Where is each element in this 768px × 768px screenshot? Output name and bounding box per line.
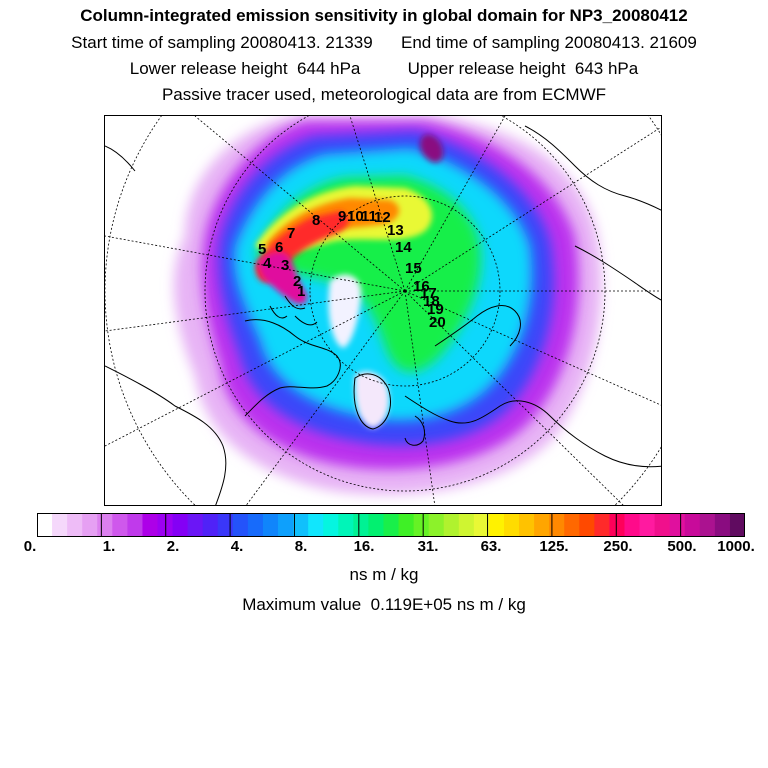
colorbar-swatch: [443, 513, 460, 537]
sensitivity-map: 1 2 3 4 5 6 7 8 9 10 11 12 13 14 15 16 1…: [104, 115, 662, 506]
colorbar-swatch: [594, 513, 611, 537]
colorbar-swatch: [654, 513, 671, 537]
colorbar-swatch: [293, 513, 309, 537]
colorbar-swatch: [549, 513, 565, 537]
colorbar-swatch: [639, 513, 656, 537]
colorbar-swatch: [519, 513, 535, 537]
colorbar-swatch: [699, 513, 716, 537]
colorbar-tick-0: 0.: [23, 538, 37, 555]
colorbar-swatch: [338, 513, 354, 537]
coastlines: [105, 125, 661, 505]
point-label-19: 19: [427, 301, 444, 318]
point-label-14: 14: [395, 239, 412, 256]
maximum-value-text: Maximum value 0.119E+05 ns m / kg: [242, 595, 526, 614]
map-canvas: 1 2 3 4 5 6 7 8 9 10 11 12 13 14 15 16 1…: [105, 116, 661, 505]
point-label-3: 3: [281, 257, 289, 274]
colorbar-swatch: [383, 513, 400, 537]
tracer-info-line: Passive tracer used, meteorological data…: [161, 85, 607, 104]
point-label-2: 2: [293, 273, 301, 290]
arctic-gap: [328, 274, 362, 348]
point-label-6: 6: [275, 239, 283, 256]
colorbar-swatch: [172, 513, 189, 537]
colorbar-swatch: [217, 513, 234, 537]
point-label-8: 8: [312, 212, 320, 229]
trajectory-labels: 1 2 3 4 5 6 7 8 9 10 11 12 13 14 15 16 1…: [258, 208, 446, 331]
point-label-9: 9: [338, 208, 346, 225]
colorbar-tick-2: 2.: [166, 538, 180, 555]
colorbar-swatch: [534, 513, 550, 537]
plot-title: Column-integrated emission sensitivity i…: [80, 6, 688, 25]
colorbar-swatch: [142, 513, 159, 537]
colorbar-tick-3: 4.: [230, 538, 244, 555]
graticule: [105, 116, 661, 505]
colorbar-swatch: [503, 513, 520, 537]
colorbar-tick-9: 250.: [603, 538, 633, 555]
colorbar-swatch: [624, 513, 641, 537]
colorbar-swatch: [714, 513, 731, 537]
point-label-5: 5: [258, 241, 266, 258]
sensitivity-field-top-hotspot: [420, 134, 444, 163]
colorbar-swatch: [729, 513, 746, 537]
colorbar-swatch: [353, 513, 369, 537]
colorbar-swatch: [67, 513, 83, 537]
colorbar-swatch: [82, 513, 98, 537]
point-label-7: 7: [287, 225, 295, 242]
colorbar-swatch: [428, 513, 445, 537]
colorbar-border: [37, 513, 745, 537]
point-label-15: 15: [405, 260, 422, 277]
colorbar-swatch: [127, 513, 144, 537]
colorbar-swatch: [684, 513, 701, 537]
sensitivity-field-magenta: [257, 251, 308, 305]
colorbar-unit: ns m / kg: [349, 565, 419, 584]
colorbar-swatch: [413, 513, 430, 537]
point-label-17: 17: [420, 285, 437, 302]
point-label-12: 12: [374, 209, 391, 226]
colorbar-tick-7: 63.: [480, 538, 502, 555]
colorbar-tick-8: 125.: [539, 538, 569, 555]
colorbar-tick-4: 8.: [294, 538, 308, 555]
colorbar-swatch: [232, 513, 249, 537]
sampling-time-line: Start time of sampling 20080413. 21339 E…: [71, 33, 697, 52]
colorbar-tick-6: 31.: [417, 538, 439, 555]
colorbar-swatch: [37, 513, 53, 537]
colorbar-swatch: [609, 513, 626, 537]
point-label-16: 16: [413, 278, 430, 295]
colorbar-swatch: [398, 513, 415, 537]
point-label-18: 18: [423, 293, 440, 310]
greenland-gap: [354, 371, 390, 428]
colorbar-swatch: [368, 513, 385, 537]
colorbar-swatch: [473, 513, 490, 537]
colorbar-swatch: [262, 513, 279, 537]
colorbar-tick-10: 500.: [667, 538, 697, 555]
colorbar-swatch: [247, 513, 264, 537]
point-label-13: 13: [387, 222, 404, 239]
colorbar-tick-5: 16.: [353, 538, 375, 555]
point-label-10: 10: [347, 208, 364, 225]
point-label-11: 11: [361, 208, 377, 225]
colorbar-swatch: [202, 513, 219, 537]
colorbar-swatch: [458, 513, 475, 537]
colorbar-swatch: [187, 513, 204, 537]
colorbar-tick-1: 1.: [102, 538, 116, 555]
colorbar-swatch: [564, 513, 580, 537]
colorbar-swatch: [669, 513, 686, 537]
colorbar-swatch: [112, 513, 128, 537]
colorbar-swatches: [37, 513, 746, 537]
colorbar-swatch: [308, 513, 324, 537]
colorbar-swatch: [52, 513, 68, 537]
colorbar: [37, 513, 746, 537]
colorbar-swatch: [278, 513, 294, 537]
colorbar-swatch: [323, 513, 339, 537]
colorbar-swatch: [97, 513, 113, 537]
colorbar-tick-labels: 0. 1. 2. 4. 8. 16. 31. 63. 125. 250. 500…: [0, 538, 768, 558]
colorbar-tick-11: 1000.: [717, 538, 755, 555]
point-label-1: 1: [297, 283, 305, 300]
colorbar-swatch: [579, 513, 595, 537]
release-height-line: Lower release height 644 hPa Upper relea…: [129, 59, 639, 78]
colorbar-swatch: [488, 513, 505, 537]
point-label-4: 4: [263, 255, 272, 272]
point-label-20: 20: [429, 314, 446, 331]
